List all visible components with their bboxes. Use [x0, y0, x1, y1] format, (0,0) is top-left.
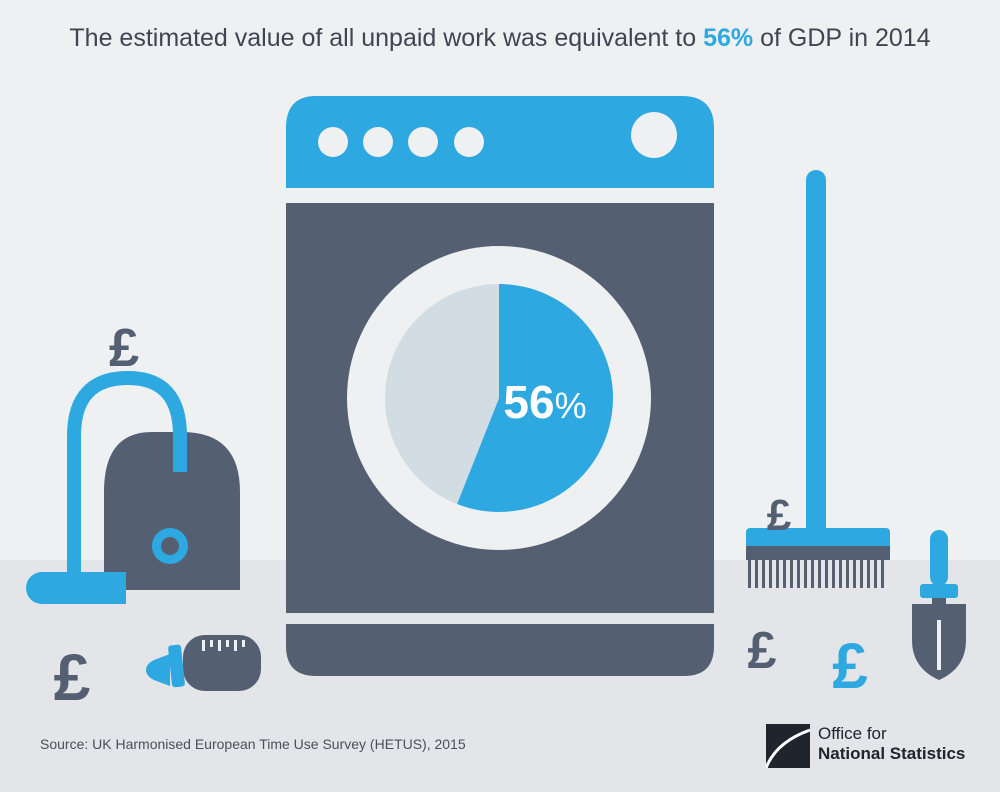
- ons-logo-line2: National Statistics: [818, 744, 966, 763]
- pound-icon-vacuum: £: [109, 318, 139, 378]
- ons-logo-text: Office for National Statistics: [818, 724, 965, 764]
- source-note: Source: UK Harmonised European Time Use …: [40, 736, 466, 752]
- pound-icon-broom: £: [767, 491, 792, 540]
- baby-bottle-icon: [146, 635, 261, 691]
- ons-logo-line1: Office for: [818, 724, 887, 743]
- ons-logo-mark-icon: [766, 724, 810, 768]
- pie-chart: [385, 284, 614, 513]
- pound-icon-blue: £: [832, 630, 868, 702]
- pound-icon: £ £ £ £ £: [54, 318, 868, 714]
- pie-slice-1: [457, 284, 614, 513]
- ons-logo: Office for National Statistics: [766, 722, 976, 772]
- headline-highlight: 56%: [703, 24, 754, 52]
- pound-icon-bottom-left: £: [54, 640, 91, 714]
- broom-icon: [746, 170, 890, 588]
- pie-slice-2: [385, 284, 499, 504]
- pound-icon-bottom-mid: £: [748, 622, 777, 680]
- trowel-icon: [912, 530, 966, 680]
- vacuum-cleaner-icon: [26, 370, 240, 604]
- headline: The estimated value of all unpaid work w…: [0, 24, 1000, 53]
- pie-center-unit: %: [555, 385, 587, 426]
- headline-suffix: of GDP in 2014: [753, 24, 931, 52]
- pie-center-label: 56%: [503, 376, 586, 428]
- pie-center-number: 56: [503, 376, 554, 428]
- headline-prefix: The estimated value of all unpaid work w…: [69, 24, 704, 52]
